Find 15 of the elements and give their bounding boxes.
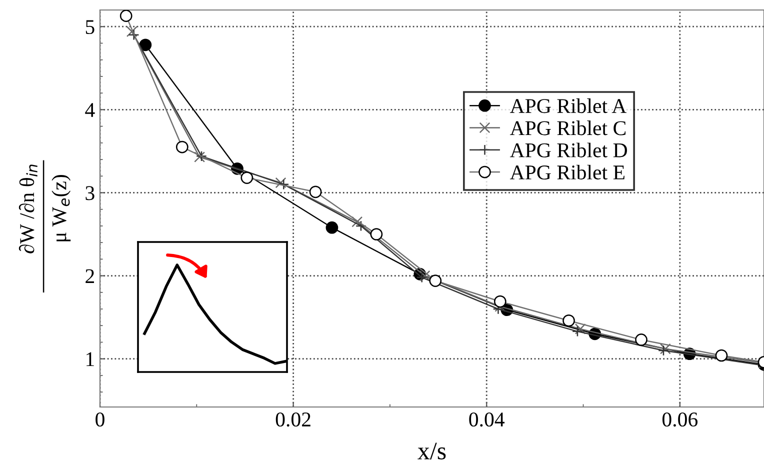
legend-label: APG Riblet A	[510, 98, 627, 114]
x-tick-label: 0.02	[276, 412, 310, 427]
x-axis-title: x/s	[418, 442, 446, 460]
y-tick-label: 1	[86, 352, 94, 366]
text: ∂W /∂n θ$_{in}$ μ W$_{e}$(z)	[18, 164, 71, 254]
y-tick-label: 2	[86, 269, 94, 283]
legend-label: APG Riblet C	[510, 120, 626, 136]
y-tick-label: 4	[85, 103, 95, 117]
legend-label: APG Riblet E	[510, 164, 624, 180]
legend-label: APG Riblet D	[510, 142, 627, 158]
x-tick-label: 0.04	[469, 412, 505, 427]
y-tick-label: 3	[86, 186, 94, 200]
y-tick-label: 5	[86, 20, 94, 34]
x-tick-label: 0.06	[662, 412, 698, 427]
x-tick-label: 0	[96, 412, 104, 427]
